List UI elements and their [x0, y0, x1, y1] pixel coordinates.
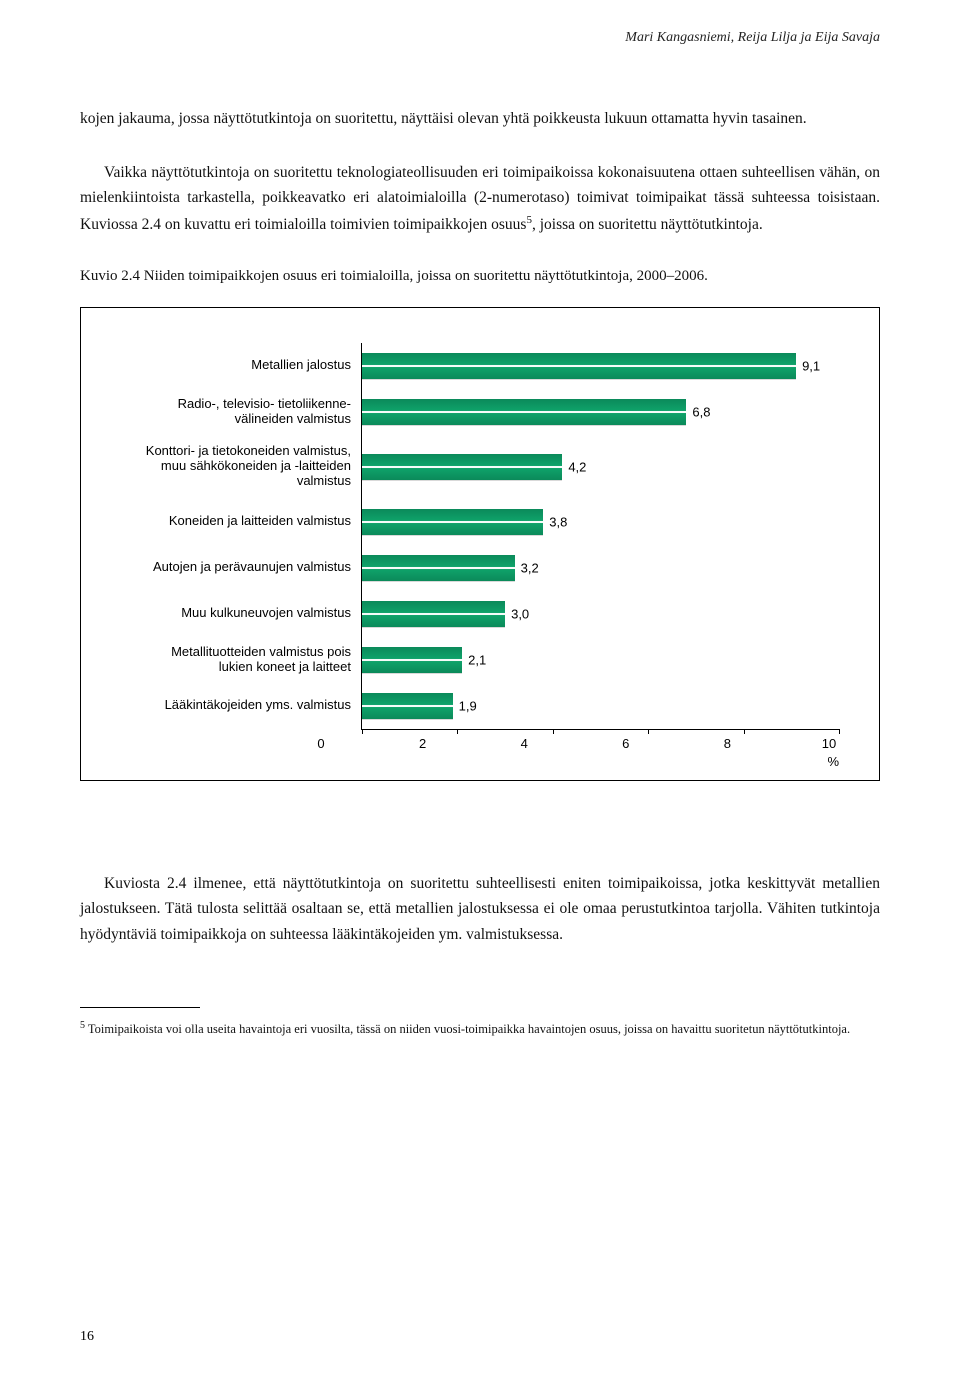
chart-category-label: Konttori- ja tietokoneiden valmistus,muu… [121, 435, 361, 499]
chart-bar-row: 3,2 [362, 545, 839, 591]
paragraph-2: Vaikka näyttötutkintoja on suoritettu te… [80, 160, 880, 238]
chart-bar: 3,0 [362, 601, 505, 627]
running-header: Mari Kangasniemi, Reija Lilja ja Eija Sa… [80, 30, 880, 46]
chart-x-tick-label: 2 [413, 736, 433, 751]
chart-x-axis: 0246810 [321, 736, 839, 751]
footnote-text: Toimipaikoista voi olla useita havaintoj… [85, 1023, 850, 1037]
chart-labels-column: Metallien jalostusRadio-, televisio- tie… [121, 343, 361, 730]
chart-tick [648, 729, 649, 734]
chart-bar-value: 2,1 [468, 652, 486, 667]
chart-category-label: Autojen ja perävaunujen valmistus [121, 545, 361, 591]
chart-x-tick-label: 4 [514, 736, 534, 751]
chart-x-tick-label: 6 [616, 736, 636, 751]
chart-container: Metallien jalostusRadio-, televisio- tie… [80, 307, 880, 781]
chart-x-tick-label: 0 [311, 736, 331, 751]
chart-bar-value: 3,2 [521, 560, 539, 575]
chart-bar-row: 4,2 [362, 435, 839, 499]
chart-bar-row: 3,8 [362, 499, 839, 545]
chart-bar-row: 2,1 [362, 637, 839, 683]
chart-bar: 3,2 [362, 555, 515, 581]
chart-bar: 9,1 [362, 353, 796, 379]
page-number: 16 [80, 1329, 94, 1345]
chart-category-label: Lääkintäkojeiden yms. valmistus [121, 683, 361, 729]
paragraph-3: Kuviosta 2.4 ilmenee, että näyttötutkint… [80, 871, 880, 948]
chart-category-label: Muu kulkuneuvojen valmistus [121, 591, 361, 637]
chart-tick [553, 729, 554, 734]
chart-bar: 1,9 [362, 693, 453, 719]
footnote-rule [80, 1007, 200, 1008]
chart-inner: Metallien jalostusRadio-, televisio- tie… [121, 343, 839, 730]
chart-bar-value: 3,8 [549, 514, 567, 529]
chart-bar-value: 9,1 [802, 358, 820, 373]
chart-tick [457, 729, 458, 734]
chart-tick [362, 729, 363, 734]
chart-category-label: Metallien jalostus [121, 343, 361, 389]
chart-x-unit: % [827, 754, 839, 769]
chart-bar-row: 9,1 [362, 343, 839, 389]
chart-category-label: Radio-, televisio- tietoliikenne-välinei… [121, 389, 361, 435]
chart-category-label: Koneiden ja laitteiden valmistus [121, 499, 361, 545]
chart-bar: 3,8 [362, 509, 543, 535]
chart-bar-row: 3,0 [362, 591, 839, 637]
chart-bar-value: 1,9 [459, 698, 477, 713]
paragraph-1: kojen jakauma, jossa näyttötutkintoja on… [80, 106, 880, 132]
chart-bar-value: 4,2 [568, 459, 586, 474]
footnote: 5 Toimipaikoista voi olla useita havaint… [80, 1018, 880, 1039]
chart-x-tick-label: 8 [717, 736, 737, 751]
chart-bar-row: 1,9 [362, 683, 839, 729]
chart-bar-value: 6,8 [692, 404, 710, 419]
chart-tick [744, 729, 745, 734]
chart-bar: 4,2 [362, 454, 562, 480]
figure-caption: Kuvio 2.4 Niiden toimipaikkojen osuus er… [80, 265, 880, 288]
chart-category-label: Metallituotteiden valmistus poislukien k… [121, 637, 361, 683]
chart-tick [839, 729, 840, 734]
chart-x-tick-label: 10 [819, 736, 839, 751]
chart-bar-row: 6,8 [362, 389, 839, 435]
chart-bars-column: 9,1 6,8 4,2 3,8 3,2 3,0 2,1 1,9 [361, 343, 839, 730]
chart-bar-value: 3,0 [511, 606, 529, 621]
paragraph-2b: , joissa on suoritettu näyttötutkintoja. [532, 216, 763, 233]
chart-bar: 6,8 [362, 399, 686, 425]
chart-bar: 2,1 [362, 647, 462, 673]
